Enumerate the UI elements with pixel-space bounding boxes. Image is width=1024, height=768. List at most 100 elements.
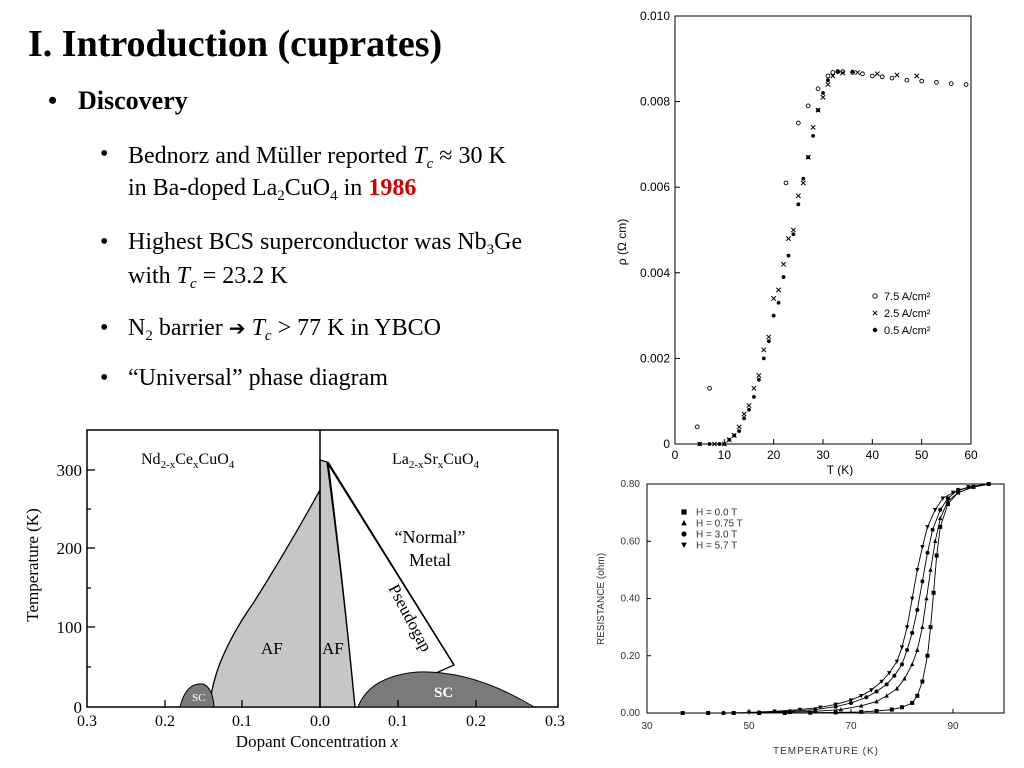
xtick-label: 0.1 xyxy=(388,713,408,730)
data-point xyxy=(694,424,700,430)
right-compound-label: La2-xSrxCuO4 xyxy=(392,451,480,471)
data-point xyxy=(928,567,933,572)
xtick-label: 0.2 xyxy=(155,713,175,730)
data-point xyxy=(805,103,811,109)
data-point xyxy=(915,568,920,573)
data-point xyxy=(894,72,900,78)
xtick-label: 50 xyxy=(743,721,755,732)
bullet-dot: • xyxy=(100,315,109,341)
data-point xyxy=(818,705,823,710)
data-point xyxy=(932,538,938,544)
data-point xyxy=(874,689,879,694)
data-point xyxy=(884,682,889,687)
data-point xyxy=(746,710,752,715)
data-point xyxy=(727,437,732,442)
series-line xyxy=(723,483,989,714)
data-point xyxy=(931,590,936,595)
data-point xyxy=(756,377,761,382)
data-point xyxy=(889,75,895,81)
bullet-dot: • xyxy=(100,141,109,167)
data-point xyxy=(707,442,712,446)
legend-marker xyxy=(681,542,687,549)
data-point xyxy=(761,347,767,353)
data-point xyxy=(781,275,786,279)
data-point xyxy=(717,442,722,446)
data-point xyxy=(766,334,772,340)
resistivity-chart-frame xyxy=(674,15,972,445)
data-point xyxy=(706,711,711,715)
data-point xyxy=(736,424,742,430)
bullet-universal-line: “Universal” phase diagram xyxy=(128,365,388,391)
bullet-dot: • xyxy=(100,229,109,255)
normal-label-line1: “Normal” xyxy=(395,527,466,547)
resistivity-xlabel: T (K) xyxy=(827,463,853,476)
bullet-bcs-line1: Highest BCS superconductor was Nb3Ge xyxy=(128,229,523,258)
data-point xyxy=(835,69,840,74)
data-point xyxy=(904,77,910,83)
data-point xyxy=(930,527,935,532)
data-point xyxy=(879,679,884,684)
legend-label: 2.5 A/cm² xyxy=(884,308,931,320)
xtick-label: 90 xyxy=(947,721,959,732)
data-point xyxy=(707,386,712,391)
xtick-label: 0 xyxy=(672,448,679,462)
data-point xyxy=(914,73,920,79)
data-point xyxy=(966,485,971,490)
data-point xyxy=(722,442,727,446)
data-point xyxy=(848,698,854,703)
data-point xyxy=(776,287,782,293)
data-point xyxy=(925,525,930,530)
data-point xyxy=(910,596,915,601)
data-point xyxy=(963,82,969,87)
data-point xyxy=(928,625,933,630)
data-point xyxy=(910,630,915,635)
resistance-chart-frame xyxy=(646,483,1005,714)
xtick-label: 0.3 xyxy=(545,713,565,730)
data-point xyxy=(785,236,792,242)
legend-label: 7.5 A/cm² xyxy=(884,291,931,303)
resistivity-chart: 0 10 20 30 40 50 6000.0020.0040.0060.0080.010 … xyxy=(615,9,978,476)
ytick-label: 0.60 xyxy=(621,536,641,547)
data-point xyxy=(838,707,843,712)
data-point xyxy=(905,648,910,653)
data-point xyxy=(811,133,816,138)
af-right-label: AF xyxy=(322,639,344,658)
resistance-xlabel: TEMPERATURE (K) xyxy=(773,746,879,757)
data-point xyxy=(899,645,905,650)
data-point xyxy=(932,507,938,513)
data-point xyxy=(920,545,925,550)
data-point xyxy=(795,193,801,199)
xtick-label: 60 xyxy=(964,448,978,462)
phase-diagram-xlabel: Dopant Concentration x xyxy=(236,732,399,751)
data-point xyxy=(910,661,915,667)
data-point xyxy=(859,694,864,699)
data-point xyxy=(797,707,803,712)
resistivity-ylabel: ρ (Ω cm) xyxy=(615,219,629,265)
data-point xyxy=(915,693,920,698)
data-point xyxy=(771,313,776,318)
data-point xyxy=(782,711,787,715)
data-point xyxy=(924,596,929,601)
xtick-label: 10 xyxy=(718,448,732,462)
data-point xyxy=(780,261,787,267)
data-point xyxy=(791,232,796,237)
legend-marker xyxy=(872,293,878,299)
data-point xyxy=(869,73,875,79)
xtick-label: 20 xyxy=(767,448,781,462)
xtick-label: 0.2 xyxy=(466,713,486,730)
data-point xyxy=(874,708,879,713)
data-point xyxy=(920,579,925,584)
year-highlight: 1986 xyxy=(368,175,417,201)
data-point xyxy=(887,671,892,676)
normal-label-line2: Metal xyxy=(409,550,451,570)
data-point xyxy=(915,647,920,652)
ytick-label: 0.010 xyxy=(640,9,670,23)
data-point xyxy=(915,607,920,612)
ytick-label: 0.008 xyxy=(640,95,670,109)
ytick-label: 0.002 xyxy=(640,351,670,365)
pseudogap-line xyxy=(326,461,455,666)
data-point xyxy=(826,78,830,83)
data-point xyxy=(854,69,861,76)
af-left-label: AF xyxy=(261,639,283,658)
data-point xyxy=(771,295,777,302)
